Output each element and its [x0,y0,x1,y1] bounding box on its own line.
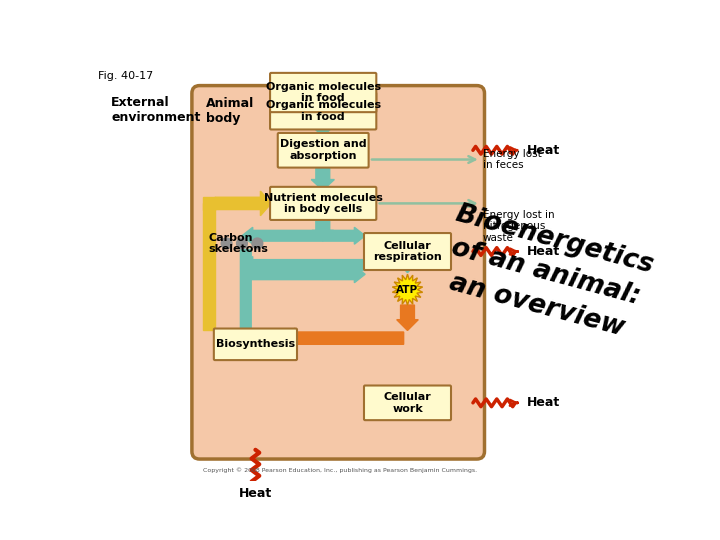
Text: Energy lost in
nitrogenous
waste: Energy lost in nitrogenous waste [483,210,554,243]
Polygon shape [397,305,418,330]
Text: Carbon
skeletons: Carbon skeletons [209,233,269,254]
Circle shape [221,238,232,249]
Text: Organic molecules
in food: Organic molecules in food [266,100,381,122]
Circle shape [252,238,263,249]
Polygon shape [203,204,215,330]
Polygon shape [242,227,323,244]
Polygon shape [242,256,365,273]
Text: Cellular
work: Cellular work [384,392,431,414]
FancyBboxPatch shape [270,73,377,112]
FancyBboxPatch shape [364,233,451,270]
Text: Copyright © 2008 Pearson Education, Inc., publishing as Pearson Benjamin Cumming: Copyright © 2008 Pearson Education, Inc.… [204,467,477,473]
FancyBboxPatch shape [214,328,297,360]
Polygon shape [283,328,404,348]
Text: Heat: Heat [527,396,560,409]
Text: Cellular
respiration: Cellular respiration [373,241,442,262]
FancyBboxPatch shape [270,92,377,130]
Text: Digestion and
absorption: Digestion and absorption [280,139,366,161]
Text: Energy lost
in feces: Energy lost in feces [483,148,541,170]
FancyBboxPatch shape [364,386,451,420]
FancyBboxPatch shape [270,187,377,220]
Text: Heat: Heat [527,245,560,258]
Polygon shape [238,249,254,338]
Polygon shape [242,266,365,283]
Polygon shape [311,166,334,190]
Text: External
environment: External environment [111,96,200,124]
Bar [203,197,215,210]
FancyBboxPatch shape [278,133,369,167]
Text: Animal
body: Animal body [206,97,254,125]
Text: Bioenergetics
of an animal:
an overview: Bioenergetics of an animal: an overview [435,201,657,345]
Text: Fig. 40-17: Fig. 40-17 [98,71,153,81]
Polygon shape [312,219,333,240]
Circle shape [237,238,248,249]
Text: ATP: ATP [397,285,418,295]
Polygon shape [399,264,416,273]
Polygon shape [392,274,423,305]
Text: Nutrient molecules
in body cells: Nutrient molecules in body cells [264,193,382,214]
Polygon shape [311,111,334,137]
Polygon shape [215,191,271,215]
Text: Heat: Heat [527,144,560,157]
FancyBboxPatch shape [192,85,485,459]
Text: Organic molecules
in food: Organic molecules in food [266,82,381,103]
Text: Biosynthesis: Biosynthesis [216,339,295,349]
Text: Heat: Heat [239,487,272,500]
Polygon shape [323,227,365,244]
